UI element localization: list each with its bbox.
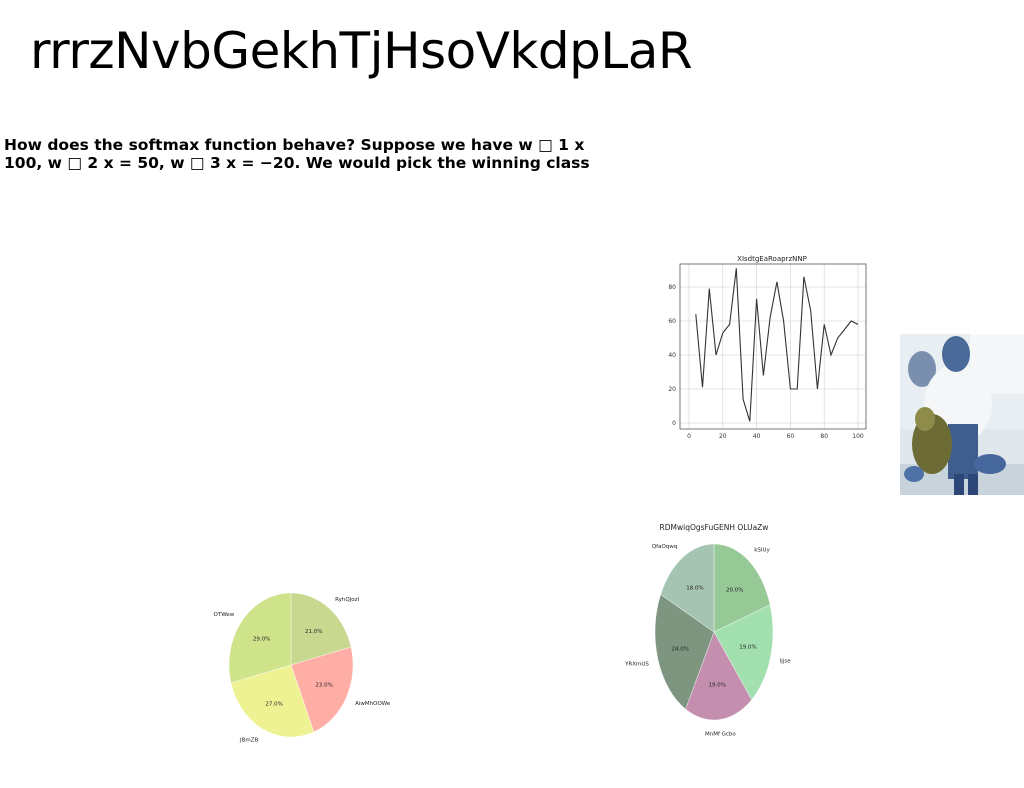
pie-value-label: 19.0% [739, 645, 756, 651]
y-tick-label: 80 [668, 284, 676, 291]
y-tick-label: 40 [668, 352, 676, 359]
pie-value-label: 29.0% [253, 637, 270, 643]
x-tick-label: 80 [820, 433, 828, 440]
pie-slice [290, 646, 354, 733]
page-title: rrrzNvbGekhTjHsoVkdpLaR [30, 22, 693, 80]
pie-slice [654, 594, 715, 710]
pie-category-label: Ijjse [780, 659, 792, 665]
pie-category-label: RyhQJozl [335, 597, 359, 603]
pie-slice [713, 604, 774, 701]
pie-value-label: 24.0% [672, 646, 689, 652]
pie-value-label: 27.0% [265, 702, 282, 708]
x-tick-label: 0 [687, 433, 691, 440]
pie-slice [685, 631, 752, 721]
line-series [695, 268, 859, 422]
pie-category-label: OTWew [214, 612, 235, 618]
pie-value-label: 23.0% [315, 683, 332, 689]
x-tick-label: 60 [787, 433, 795, 440]
line-chart-ticks: 0 20 40 60 80 100 0 20 40 60 80 [668, 284, 864, 440]
line-chart-frame [679, 263, 867, 430]
pie-value-label: 21.0% [305, 629, 322, 635]
x-tick-label: 100 [852, 433, 864, 440]
lab-photo [900, 334, 1024, 495]
pie-category-label: MnMf Gcbo [705, 732, 736, 738]
pie-chart-1: 21.0% RyhQJozl 23.0% AiwMhOOWe 27.0% JBmZB 29.… [214, 592, 391, 743]
pie-category-label: AiwMhOOWe [355, 701, 391, 707]
line-chart: XIsdtgEaRoaprzNNP 0 20 40 60 80 100 0 20 40 60 80 [668, 255, 867, 440]
pie-chart-2: RDMwiqOgsFuGENH OLUaZw 20.0% kSIUy 19.0% Ij… [624, 523, 792, 738]
pie-value-label: 19.0% [709, 683, 726, 689]
pie-category-label: QfaOqwq [652, 544, 677, 550]
pie-category-label: YRXmUS [624, 662, 649, 668]
x-tick-label: 40 [753, 433, 761, 440]
pie-slice [290, 592, 352, 666]
pie-slice [660, 543, 715, 633]
pie-value-label: 18.0% [686, 585, 703, 591]
line-chart-grid [680, 264, 866, 429]
pie-category-label: kSIUy [754, 547, 770, 553]
pie-slice [713, 543, 771, 633]
question-text: How does the softmax function behave? Su… [4, 136, 590, 172]
pie-value-label: 20.0% [726, 587, 743, 593]
x-tick-label: 20 [719, 433, 727, 440]
pie-chart-2-title: RDMwiqOgsFuGENH OLUaZw [660, 523, 769, 532]
pie-slice [228, 592, 292, 684]
pie-slice [230, 664, 315, 738]
y-tick-label: 20 [668, 386, 676, 393]
line-chart-title: XIsdtgEaRoaprzNNP [737, 255, 807, 263]
y-tick-label: 0 [672, 420, 676, 427]
pie-category-label: JBmZB [239, 737, 259, 743]
y-tick-label: 60 [668, 318, 676, 325]
